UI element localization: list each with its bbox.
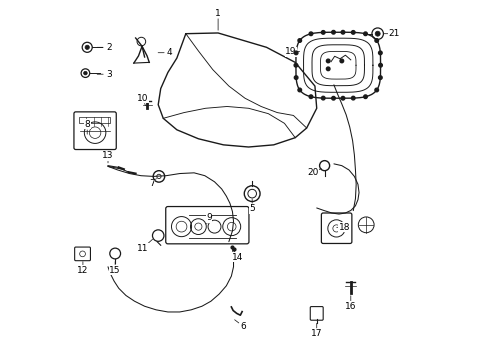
Circle shape bbox=[332, 96, 335, 100]
Text: 12: 12 bbox=[77, 266, 89, 275]
Circle shape bbox=[340, 59, 343, 63]
Circle shape bbox=[332, 31, 335, 34]
Text: 16: 16 bbox=[345, 302, 357, 311]
Text: 18: 18 bbox=[339, 223, 350, 232]
Circle shape bbox=[294, 63, 298, 67]
Circle shape bbox=[326, 67, 330, 71]
Circle shape bbox=[375, 39, 378, 42]
Circle shape bbox=[341, 96, 345, 100]
Text: 6: 6 bbox=[240, 322, 246, 331]
Circle shape bbox=[375, 31, 380, 36]
Circle shape bbox=[364, 95, 368, 99]
Circle shape bbox=[309, 32, 313, 36]
Text: 2: 2 bbox=[106, 43, 112, 52]
Circle shape bbox=[85, 45, 89, 49]
Text: 9: 9 bbox=[206, 213, 212, 222]
Circle shape bbox=[379, 76, 382, 80]
Circle shape bbox=[351, 31, 355, 34]
Text: 17: 17 bbox=[311, 329, 322, 338]
Text: 21: 21 bbox=[388, 29, 399, 38]
Circle shape bbox=[321, 96, 325, 100]
Circle shape bbox=[309, 95, 313, 99]
Text: 7: 7 bbox=[149, 179, 155, 188]
Circle shape bbox=[298, 88, 301, 92]
Circle shape bbox=[341, 31, 345, 34]
Text: 14: 14 bbox=[232, 253, 244, 262]
Text: 20: 20 bbox=[307, 168, 319, 177]
Text: 10: 10 bbox=[137, 94, 148, 103]
Text: 13: 13 bbox=[102, 151, 114, 160]
Text: 3: 3 bbox=[106, 70, 112, 79]
Text: 5: 5 bbox=[249, 204, 255, 213]
Text: 19: 19 bbox=[285, 47, 296, 56]
Circle shape bbox=[351, 96, 355, 100]
Circle shape bbox=[364, 32, 368, 36]
Circle shape bbox=[375, 88, 378, 92]
Circle shape bbox=[84, 71, 87, 75]
Circle shape bbox=[294, 51, 298, 55]
Bar bbox=[79, 117, 110, 123]
Circle shape bbox=[294, 76, 298, 80]
Text: 4: 4 bbox=[167, 48, 172, 57]
Text: 8: 8 bbox=[84, 120, 90, 129]
Circle shape bbox=[379, 63, 382, 67]
Circle shape bbox=[326, 59, 330, 63]
Text: 1: 1 bbox=[215, 9, 221, 18]
Text: 15: 15 bbox=[109, 266, 121, 275]
Circle shape bbox=[298, 39, 301, 42]
Text: 11: 11 bbox=[137, 244, 148, 253]
Circle shape bbox=[321, 31, 325, 34]
Circle shape bbox=[379, 51, 382, 55]
